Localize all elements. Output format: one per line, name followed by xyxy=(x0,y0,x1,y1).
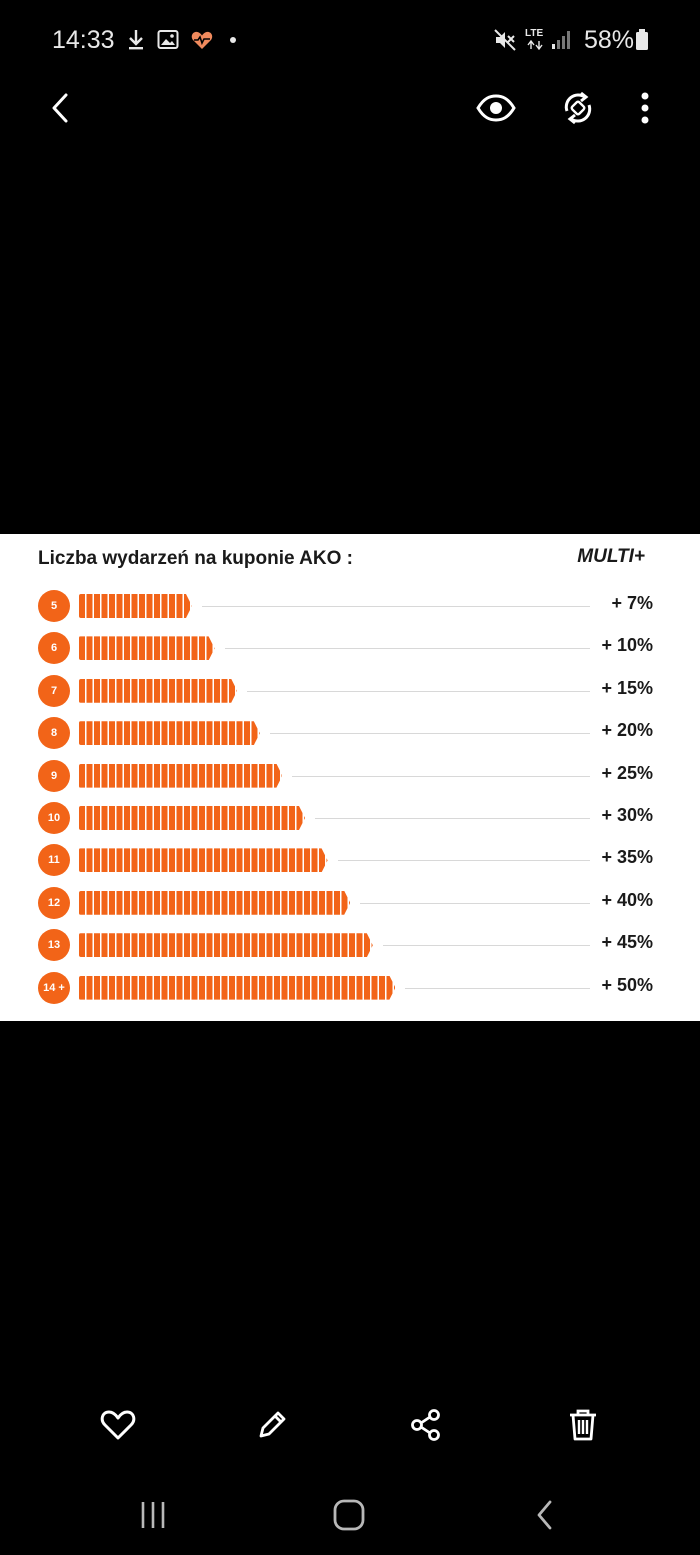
lte-icon: LTE xyxy=(525,28,547,52)
event-count-badge: 8 xyxy=(38,717,70,750)
bonus-value: + 20% xyxy=(601,720,653,741)
heart-icon xyxy=(100,1410,136,1440)
home-icon xyxy=(333,1499,365,1531)
share-button[interactable] xyxy=(398,1395,454,1455)
row-divider xyxy=(337,860,590,862)
favorite-button[interactable] xyxy=(90,1395,146,1455)
row-divider xyxy=(382,945,590,947)
event-count-badge: 5 xyxy=(38,590,70,622)
row-divider xyxy=(224,648,590,650)
event-count-badge: 6 xyxy=(38,632,70,665)
signal-icon xyxy=(552,31,570,49)
battery-percent: 58% xyxy=(584,26,635,54)
eye-icon xyxy=(476,94,516,122)
row-divider xyxy=(315,818,590,819)
bonus-bar xyxy=(79,594,192,618)
bonus-value: + 50% xyxy=(601,974,653,995)
event-count-badge: 13 xyxy=(38,929,70,962)
back-button[interactable] xyxy=(36,80,86,136)
share-icon xyxy=(411,1409,440,1441)
download-icon xyxy=(129,30,143,50)
battery-icon xyxy=(636,29,648,50)
bonus-row: 12 + 40% xyxy=(0,886,700,919)
bonus-value: + 7% xyxy=(611,593,653,613)
home-button[interactable] xyxy=(319,1490,379,1540)
edit-button[interactable] xyxy=(244,1395,300,1455)
delete-button[interactable] xyxy=(555,1395,611,1455)
navigation-bar xyxy=(0,1480,700,1555)
bonus-bar xyxy=(79,976,395,1000)
bonus-bar xyxy=(79,933,373,957)
row-divider xyxy=(360,902,590,904)
bonus-value: + 15% xyxy=(601,677,653,698)
row-divider xyxy=(247,690,590,692)
bonus-bar xyxy=(79,636,215,660)
event-count-badge: 10 xyxy=(38,802,70,834)
dot-icon xyxy=(230,37,236,43)
action-bar xyxy=(0,1395,700,1459)
event-count-badge: 7 xyxy=(38,674,70,707)
recent-apps-button[interactable] xyxy=(123,1490,183,1540)
bonus-row: 13 + 45% xyxy=(0,929,700,962)
bonus-row: 10 + 30% xyxy=(0,802,700,834)
bonus-row: 11 + 35% xyxy=(0,844,700,877)
rotate-icon xyxy=(564,91,592,125)
top-toolbar xyxy=(0,80,700,140)
bonus-value: + 10% xyxy=(601,635,653,656)
trash-icon xyxy=(570,1409,596,1441)
event-count-badge: 9 xyxy=(38,759,70,792)
bonus-value: + 40% xyxy=(601,889,653,910)
bonus-row: 6 + 10% xyxy=(0,632,700,665)
bonus-bar xyxy=(79,721,260,745)
back-nav-icon xyxy=(537,1500,552,1530)
more-options-button[interactable] xyxy=(620,80,670,136)
bonus-value: + 25% xyxy=(601,762,653,783)
bonus-bar xyxy=(79,679,237,703)
displayed-image[interactable]: Liczba wydarzeń na kuponie AKO : MULTI+ … xyxy=(0,534,700,1021)
bonus-bar xyxy=(79,891,350,915)
bonus-bar xyxy=(79,848,328,872)
bonus-row: 5 + 7% xyxy=(0,590,700,622)
recent-apps-icon xyxy=(141,1502,165,1528)
edit-icon xyxy=(259,1411,286,1438)
rotate-button[interactable] xyxy=(553,80,603,136)
back-icon xyxy=(52,93,68,123)
row-divider xyxy=(405,987,590,989)
bonus-value: + 45% xyxy=(601,932,653,953)
more-icon xyxy=(641,92,649,124)
bonus-value: + 30% xyxy=(601,805,653,825)
gallery-icon xyxy=(157,30,179,49)
bonus-bar xyxy=(79,806,305,830)
row-divider xyxy=(269,733,590,735)
event-count-badge: 14 + xyxy=(38,971,70,1004)
bonus-row: 9 + 25% xyxy=(0,759,700,792)
event-count-badge: 11 xyxy=(38,844,70,877)
lte-label: LTE xyxy=(525,28,544,39)
bonus-row: 14 + + 50% xyxy=(0,971,700,1004)
status-time: 14:33 xyxy=(52,26,115,54)
image-title: Liczba wydarzeń na kuponie AKO : xyxy=(38,548,353,569)
bonus-bar xyxy=(79,764,282,788)
bonus-value: + 35% xyxy=(601,847,653,868)
bonus-row: 7 + 15% xyxy=(0,674,700,707)
view-details-button[interactable] xyxy=(471,80,521,136)
bonus-row: 8 + 20% xyxy=(0,717,700,750)
row-divider xyxy=(292,775,590,777)
health-icon xyxy=(191,31,213,49)
status-bar: 14:33 LTE 58% xyxy=(0,0,700,80)
event-count-badge: 12 xyxy=(38,886,70,919)
back-nav-button[interactable] xyxy=(515,1490,575,1540)
row-divider xyxy=(202,606,590,607)
image-column-label: MULTI+ xyxy=(577,546,645,567)
mute-icon xyxy=(494,29,516,51)
